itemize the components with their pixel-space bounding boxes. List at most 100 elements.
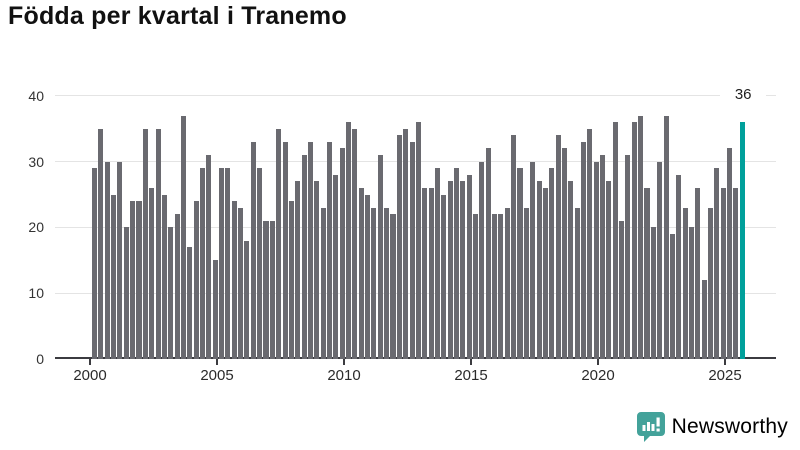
bar [358, 187, 364, 359]
x-axis-tick-label: 2010 [327, 367, 361, 384]
bar [365, 194, 371, 359]
bar [231, 201, 237, 359]
bar [536, 181, 542, 359]
bar [180, 115, 186, 359]
bar [219, 168, 225, 359]
bar [644, 187, 650, 359]
bar [136, 201, 142, 359]
x-axis-tick [724, 359, 726, 365]
bar [320, 207, 326, 359]
bar [104, 161, 110, 359]
bar [479, 161, 485, 359]
bar [415, 122, 421, 359]
bar [326, 141, 333, 359]
bar [447, 181, 453, 359]
bar [727, 148, 733, 359]
bar [384, 207, 390, 359]
gridline [55, 292, 776, 294]
bar [161, 194, 167, 359]
bar [720, 187, 726, 359]
bar [339, 148, 345, 359]
x-axis-tick-label: 2020 [581, 367, 615, 384]
bar [441, 194, 447, 359]
bar [282, 141, 288, 359]
bar [352, 128, 358, 359]
bar [517, 168, 523, 359]
bar [707, 207, 714, 359]
newsworthy-wordmark: Newsworthy [671, 415, 788, 438]
bar [619, 220, 625, 359]
bar [371, 207, 377, 359]
bar [257, 168, 263, 359]
bar-highlighted [739, 122, 745, 359]
bar [117, 161, 123, 359]
bar [263, 220, 269, 359]
bar [466, 174, 472, 359]
bar [314, 181, 320, 359]
bar [542, 187, 548, 359]
highlight-value-label: 36 [720, 86, 767, 103]
newsworthy-icon [636, 412, 665, 442]
bar [574, 207, 580, 359]
bar [460, 181, 466, 359]
bar [174, 214, 180, 359]
bar [612, 122, 618, 359]
bar [600, 155, 606, 359]
bar [98, 128, 104, 359]
bar [155, 128, 161, 359]
bar [288, 201, 294, 359]
x-axis-tick [216, 359, 218, 365]
bar [580, 141, 587, 359]
y-axis-tick-label: 30 [28, 153, 44, 170]
y-axis-tick-label: 0 [36, 351, 44, 367]
bar [606, 181, 612, 359]
bar [130, 201, 136, 359]
x-axis-tick-label: 2015 [454, 367, 488, 384]
bar [511, 135, 517, 359]
bar [638, 115, 644, 359]
bar [504, 207, 510, 359]
bar [663, 115, 669, 359]
x-axis-tick [89, 359, 91, 365]
bar [269, 220, 275, 359]
bar [625, 155, 631, 359]
bar [682, 207, 688, 359]
bar [250, 141, 256, 359]
bar [714, 168, 720, 359]
bar [561, 148, 567, 359]
bar [193, 201, 199, 359]
bar [199, 168, 206, 359]
bar [409, 141, 415, 359]
bar [142, 128, 148, 359]
x-axis-tick-label: 2025 [708, 367, 742, 384]
bar [301, 155, 307, 359]
bar [631, 122, 637, 359]
bar [168, 227, 174, 359]
bar [492, 214, 498, 359]
bar [701, 280, 707, 359]
bar [396, 135, 402, 359]
bar [555, 135, 561, 359]
bar [587, 128, 593, 359]
bar [669, 234, 675, 359]
bar [530, 161, 536, 359]
bar [434, 168, 440, 359]
bar [473, 214, 479, 359]
bar [428, 187, 434, 359]
bar-series [92, 95, 762, 359]
bar [422, 187, 428, 359]
bar [92, 168, 98, 359]
x-axis-tick [343, 359, 345, 365]
x-axis-tick [597, 359, 599, 365]
bar [453, 168, 460, 359]
bar [390, 214, 396, 359]
x-axis-tick-label: 2000 [73, 367, 107, 384]
bar [149, 187, 155, 359]
bar [593, 161, 599, 359]
bar [212, 260, 218, 359]
y-axis-tick-label: 40 [28, 87, 44, 104]
bar [485, 148, 491, 359]
newsworthy-logo: Newsworthy [636, 412, 788, 442]
bar [695, 187, 701, 359]
